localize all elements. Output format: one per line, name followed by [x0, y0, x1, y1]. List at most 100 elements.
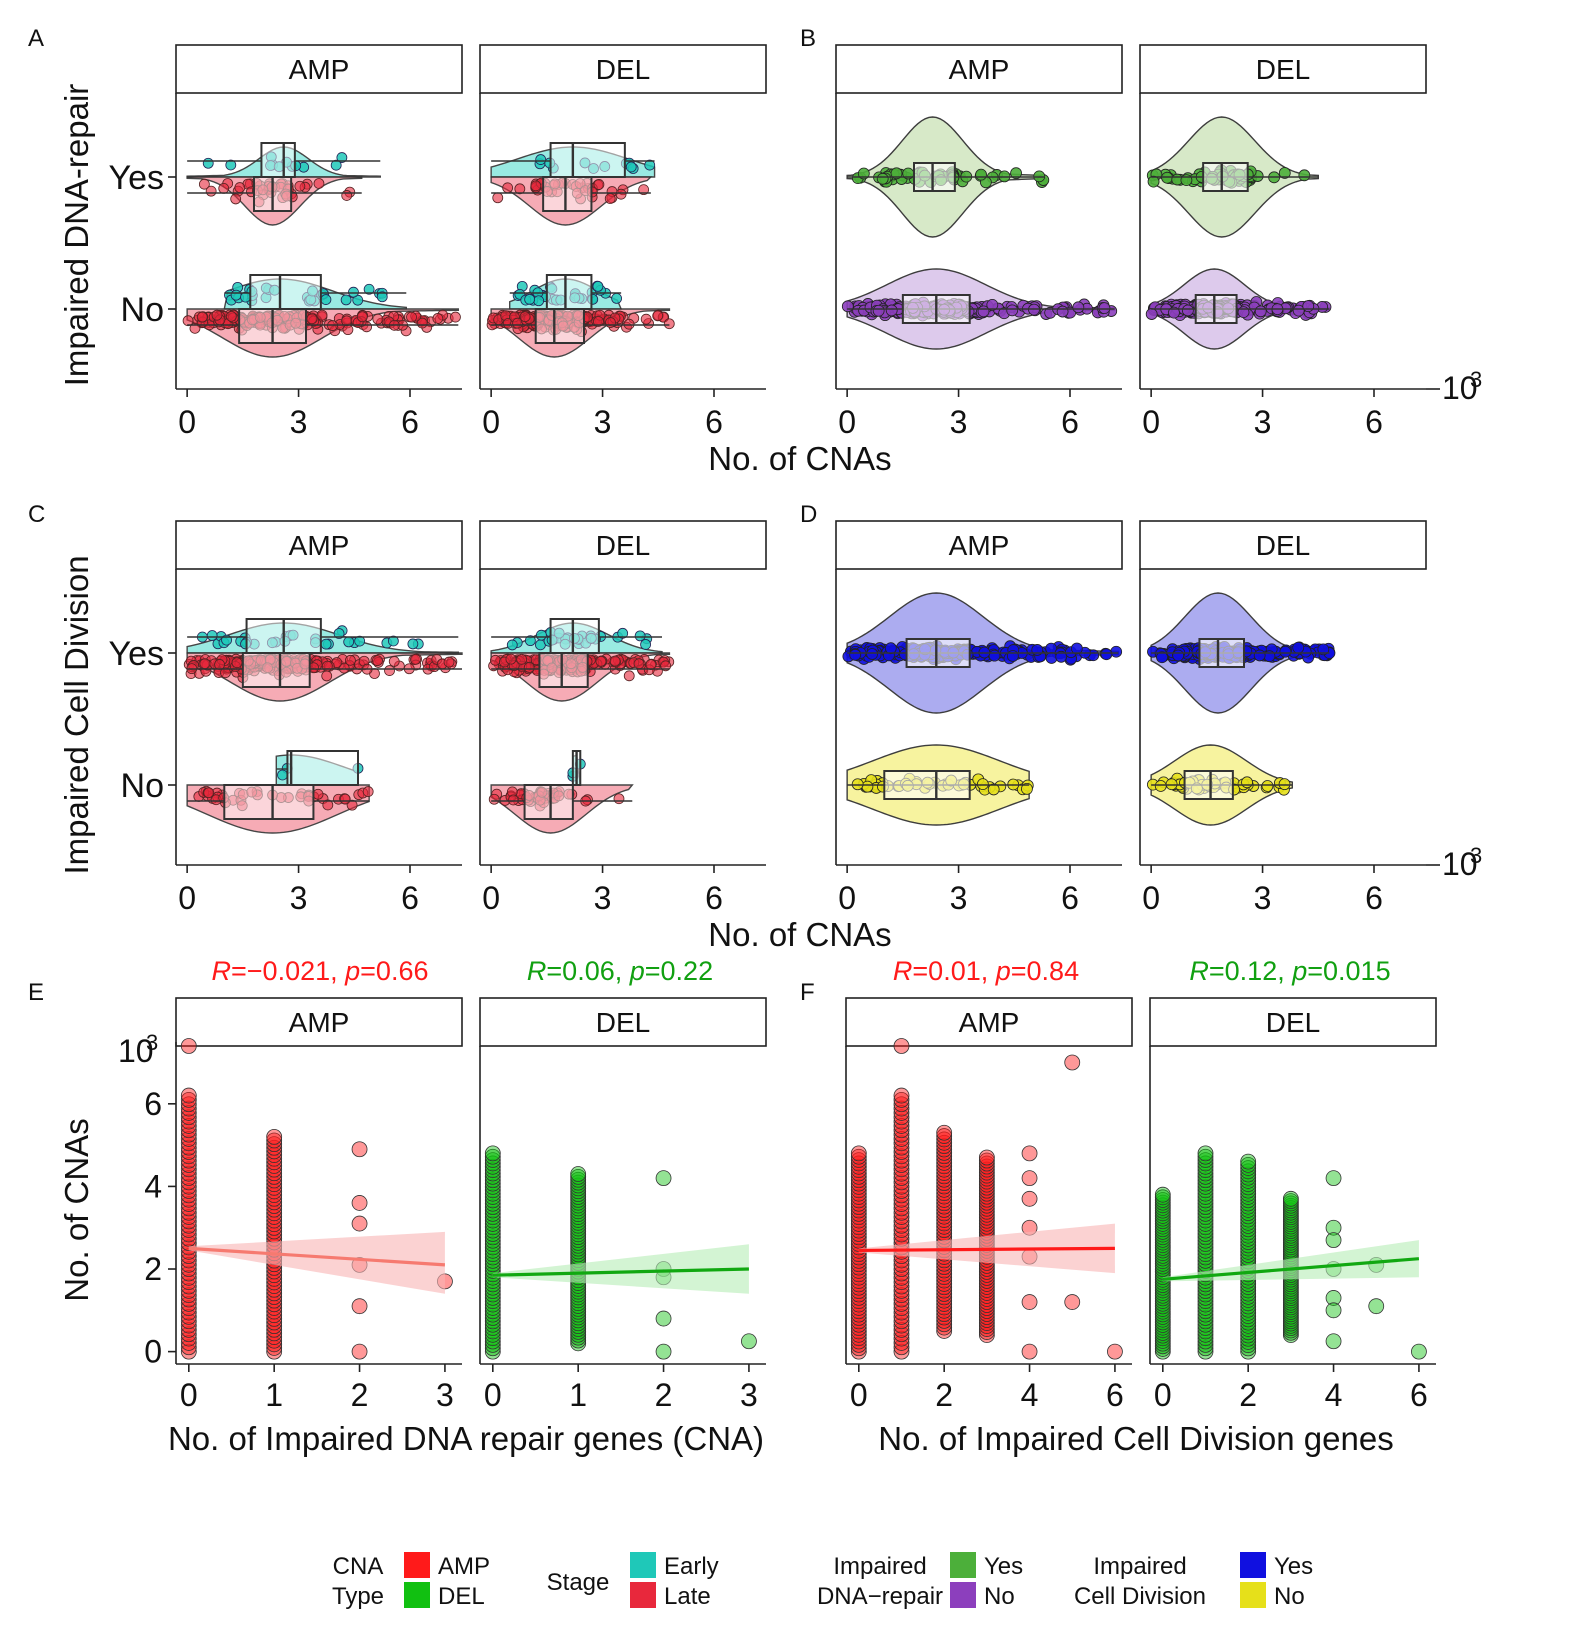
legend-swatch-no: [950, 1582, 976, 1608]
point-early: [592, 280, 604, 292]
y-tick-label: 4: [144, 1168, 162, 1204]
box-late: [542, 176, 593, 212]
point-yes: [1010, 167, 1022, 180]
point-no: [1181, 304, 1194, 317]
box: [1194, 294, 1238, 324]
point-late: [450, 311, 461, 323]
point: [1064, 1294, 1081, 1310]
point-late: [443, 656, 455, 668]
box-early: [545, 274, 593, 310]
x-tick-label: 6: [705, 880, 723, 916]
y-axis-title: No. of CNAs: [58, 1118, 95, 1301]
y-category-label: Yes: [109, 159, 164, 197]
box-late: [534, 308, 586, 344]
legend-label: AMP: [438, 1553, 490, 1580]
facet-strip-del: [479, 44, 767, 94]
point: [1021, 1170, 1038, 1187]
point-no: [872, 304, 885, 317]
point: [1325, 1170, 1342, 1187]
point-late: [322, 799, 334, 811]
point-yes: [1045, 652, 1058, 664]
point-late: [218, 182, 230, 194]
x-tick-label: 6: [1365, 404, 1383, 440]
point: [570, 1166, 587, 1182]
point-early: [625, 161, 637, 173]
point-late: [203, 787, 215, 799]
facet-strip-label: AMP: [289, 54, 350, 85]
legend-swatch-amp: [404, 1552, 430, 1578]
legend-title: Impaired: [833, 1553, 926, 1580]
point-late: [372, 313, 384, 325]
box: [1198, 638, 1246, 668]
point: [351, 1195, 368, 1211]
legend-swatch-del: [404, 1582, 430, 1608]
x-tick-label: 0: [1154, 1377, 1172, 1413]
point: [351, 1298, 368, 1315]
point-no: [1254, 305, 1267, 318]
point-yes: [1172, 649, 1185, 662]
annotation-part: p: [629, 956, 645, 986]
point: [1107, 1343, 1123, 1360]
point-late: [645, 659, 657, 670]
x-tick-label: 0: [484, 1377, 502, 1413]
point-late: [488, 793, 500, 805]
point-late: [371, 655, 383, 667]
x-tick-label: 4: [1325, 1377, 1343, 1413]
point-late: [514, 183, 526, 195]
point-late: [605, 317, 616, 328]
point-yes: [876, 172, 889, 185]
x-tick-label: 0: [850, 1377, 868, 1413]
y-category-label: No: [121, 767, 164, 805]
x-tick-label: 2: [351, 1377, 369, 1413]
point-early: [206, 630, 218, 641]
point-early: [333, 628, 345, 639]
point: [1240, 1153, 1257, 1170]
legend-label: No: [984, 1583, 1015, 1610]
point-late: [384, 665, 395, 676]
point: [741, 1333, 757, 1350]
facet-strip-label: DEL: [1266, 1007, 1320, 1038]
point-late: [182, 315, 194, 327]
point-late: [338, 662, 350, 674]
box-late: [223, 784, 315, 820]
point-late: [663, 318, 675, 330]
point-yes: [1100, 648, 1113, 661]
point-no: [1278, 778, 1291, 791]
box-early: [286, 750, 359, 786]
panel-letter: D: [800, 501, 817, 528]
panel-letter: A: [28, 25, 44, 52]
point-yes: [1298, 169, 1311, 182]
point-early: [387, 635, 399, 647]
point-late: [530, 180, 542, 192]
point: [1368, 1298, 1385, 1315]
facet-strip-label: DEL: [596, 1007, 650, 1038]
point-early: [343, 636, 355, 648]
point-no: [1154, 780, 1167, 792]
x-tick-label: 6: [1106, 1377, 1124, 1413]
annotation-part: p: [344, 956, 360, 986]
point-late: [502, 182, 514, 194]
correlation-annotation: R=0.01, p=0.84: [893, 956, 1079, 986]
facet-strip-del: [1139, 44, 1427, 94]
point-no: [851, 778, 864, 791]
panel-letter: E: [28, 979, 44, 1006]
legend-label: No: [1274, 1583, 1305, 1610]
point-yes: [1110, 645, 1123, 658]
point-late: [519, 311, 531, 323]
point-no: [1056, 305, 1069, 318]
point-late: [205, 185, 217, 197]
point-early: [611, 293, 623, 304]
point: [893, 1038, 910, 1054]
point-yes: [866, 648, 878, 660]
facet-strip-amp: [835, 520, 1123, 570]
point: [655, 1343, 672, 1360]
point-late: [410, 653, 421, 665]
point-early: [535, 154, 547, 165]
point-late: [313, 178, 325, 189]
point-no: [1302, 300, 1315, 313]
annotation-part: R: [893, 956, 913, 986]
point-no: [976, 778, 989, 791]
point: [1325, 1232, 1342, 1249]
x-tick-label: 2: [655, 1377, 673, 1413]
annotation-part: =0.22: [645, 956, 713, 986]
